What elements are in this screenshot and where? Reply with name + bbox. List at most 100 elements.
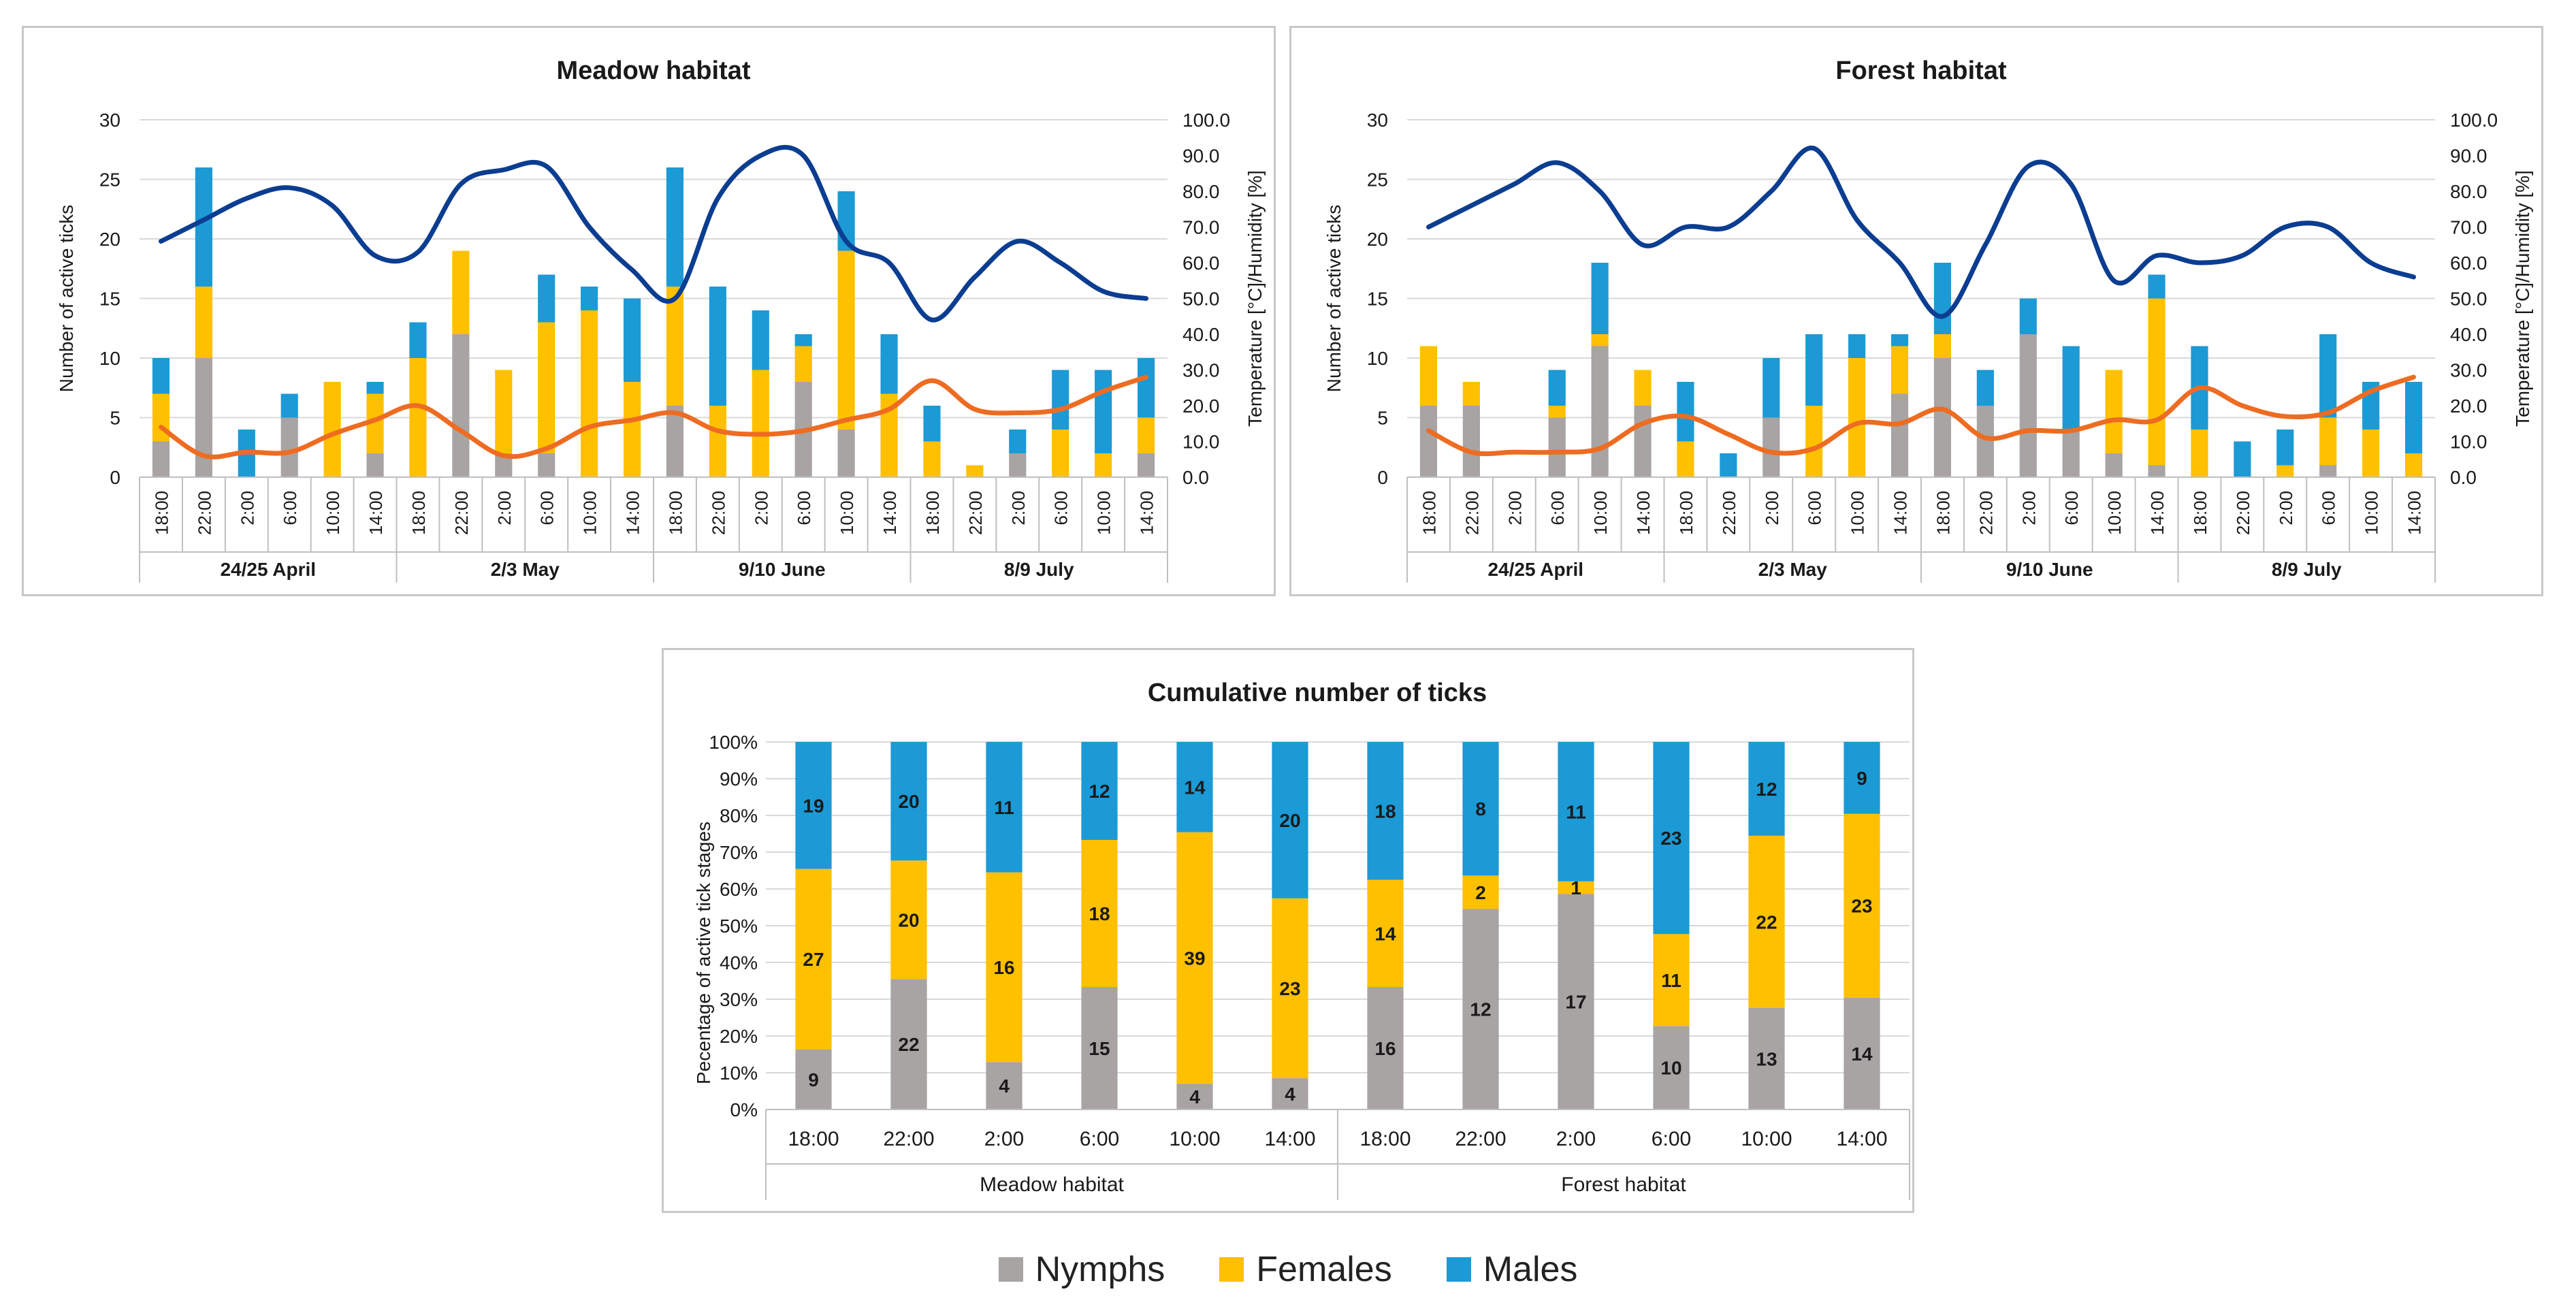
cumulative-chart-svg: Cumulative number of ticks 0% 10% 20% 30% 40%…: [693, 679, 1910, 1200]
bar-males: [890, 742, 927, 861]
y-axis-title: Pecentage of active tick stages: [693, 822, 714, 1084]
legend-item-males: Males: [1446, 1249, 1578, 1290]
x-tick-label: 22:00: [1976, 491, 1996, 535]
x-tick-label: 18:00: [1676, 491, 1696, 535]
bar-females: [495, 370, 513, 453]
y-right-tick-label: 50.0: [1182, 289, 1220, 310]
y-right-tick-label: 20.0: [1182, 395, 1220, 417]
bar-nymphs: [1653, 1026, 1690, 1109]
y-tick-label: 90%: [720, 768, 758, 790]
group-label: 8/9 July: [1004, 559, 1074, 580]
x-tick-label: 2:00: [2018, 491, 2039, 525]
bar-males: [409, 322, 427, 358]
bar-nymphs: [1748, 1007, 1785, 1109]
bar-males: [666, 167, 684, 287]
cumulative-ticks-chart: Cumulative number of ticks 0% 10% 20% 30% 40%…: [662, 648, 1914, 1213]
bar-males: [366, 382, 384, 394]
bar-females: [752, 370, 769, 477]
bar-males: [1548, 370, 1566, 406]
bar-nymphs: [366, 453, 384, 477]
y-tick-label: 0: [110, 467, 120, 488]
bar-males: [1367, 742, 1404, 880]
data-label: 16: [1374, 1038, 1396, 1059]
bar-nymphs: [195, 358, 212, 477]
bar-nymphs: [1176, 1084, 1213, 1109]
bar-nymphs: [1762, 417, 1780, 477]
bar-females: [1095, 453, 1112, 477]
bar-nymphs: [2105, 453, 2123, 477]
bar-males: [1052, 370, 1069, 429]
data-label: 14: [1184, 777, 1206, 798]
legend: Nymphs Females Males: [0, 1239, 2576, 1300]
bar-nymphs: [2319, 465, 2337, 477]
bar-males: [1591, 263, 1609, 334]
x-tick-label: 6:00: [1652, 1128, 1691, 1150]
bar-females: [1848, 358, 1866, 477]
x-tick-label: 6:00: [1080, 1128, 1119, 1150]
x-tick-label: 6:00: [2319, 491, 2339, 525]
data-label: 18: [1374, 800, 1396, 822]
bar-males: [623, 298, 641, 382]
bar-males: [1720, 453, 1737, 477]
x-tick-label: 2:00: [751, 491, 771, 525]
data-label: 20: [898, 791, 919, 812]
data-label: 4: [999, 1075, 1010, 1097]
data-label: 14: [1374, 923, 1396, 944]
y-tick-label: 10: [1367, 348, 1388, 369]
bar-females: [2105, 370, 2123, 453]
bar-females: [1462, 382, 1480, 406]
bar-males: [1137, 358, 1155, 418]
bar-females: [1890, 346, 1909, 394]
x-tick-label: 6:00: [794, 491, 814, 525]
x-tick-label: 2:00: [1762, 491, 1782, 525]
y-tick-label: 30%: [720, 989, 758, 1010]
bar-males: [1653, 742, 1690, 935]
bar-females: [2362, 429, 2380, 477]
x-tick-label: 6:00: [280, 491, 300, 525]
bar-females: [1677, 441, 1694, 477]
bar-nymphs: [890, 979, 927, 1109]
bar-females: [1548, 406, 1566, 418]
bar-males: [152, 358, 170, 394]
y-right-tick-label: 80.0: [2450, 181, 2488, 202]
bar-males: [1890, 334, 1909, 346]
line-humidity: [159, 144, 1148, 323]
data-label: 1: [1571, 877, 1581, 898]
x-tick-label: 10:00: [580, 491, 600, 535]
bar-males: [195, 167, 212, 287]
bar-males: [1844, 742, 1880, 814]
group-label: 2/3 May: [1758, 559, 1828, 580]
bar-nymphs: [452, 334, 470, 477]
bar-males: [1176, 742, 1213, 832]
legend-label-females: Females: [1256, 1250, 1392, 1289]
bar-males: [2062, 346, 2080, 429]
legend-item-nymphs: Nymphs: [998, 1249, 1165, 1290]
y-right-tick-label: 10.0: [2450, 432, 2488, 453]
x-tick-label: 22:00: [451, 491, 472, 535]
bar-females: [1748, 835, 1785, 1008]
bar-males: [2276, 429, 2294, 466]
bar-nymphs: [1462, 909, 1499, 1109]
data-label: 12: [1756, 779, 1777, 800]
x-tick-label: 2:00: [1504, 491, 1525, 525]
bar-males: [794, 334, 812, 346]
bar-nymphs: [1548, 417, 1566, 477]
data-label: 20: [898, 909, 919, 930]
data-label: 4: [1285, 1084, 1295, 1105]
bar-females: [1052, 429, 1069, 477]
x-tick-label: 18:00: [665, 491, 686, 535]
y-right-tick-label: 100.0: [2450, 110, 2498, 131]
legend-label-males: Males: [1483, 1250, 1578, 1289]
legend-swatch-females: [1219, 1257, 1244, 1282]
x-tick-label: 22:00: [965, 491, 986, 535]
x-tick-label: 14:00: [1264, 1128, 1315, 1150]
bar-males: [923, 406, 941, 442]
bar-females: [2276, 465, 2294, 477]
bar-males: [1976, 370, 1994, 406]
bar-males: [1762, 358, 1780, 418]
x-tick-label: 14:00: [1890, 491, 1911, 535]
bar-females: [1081, 840, 1118, 987]
x-tick-label: 10:00: [1169, 1128, 1220, 1150]
y-tick-label: 15: [1367, 289, 1388, 310]
bar-females: [966, 465, 984, 477]
